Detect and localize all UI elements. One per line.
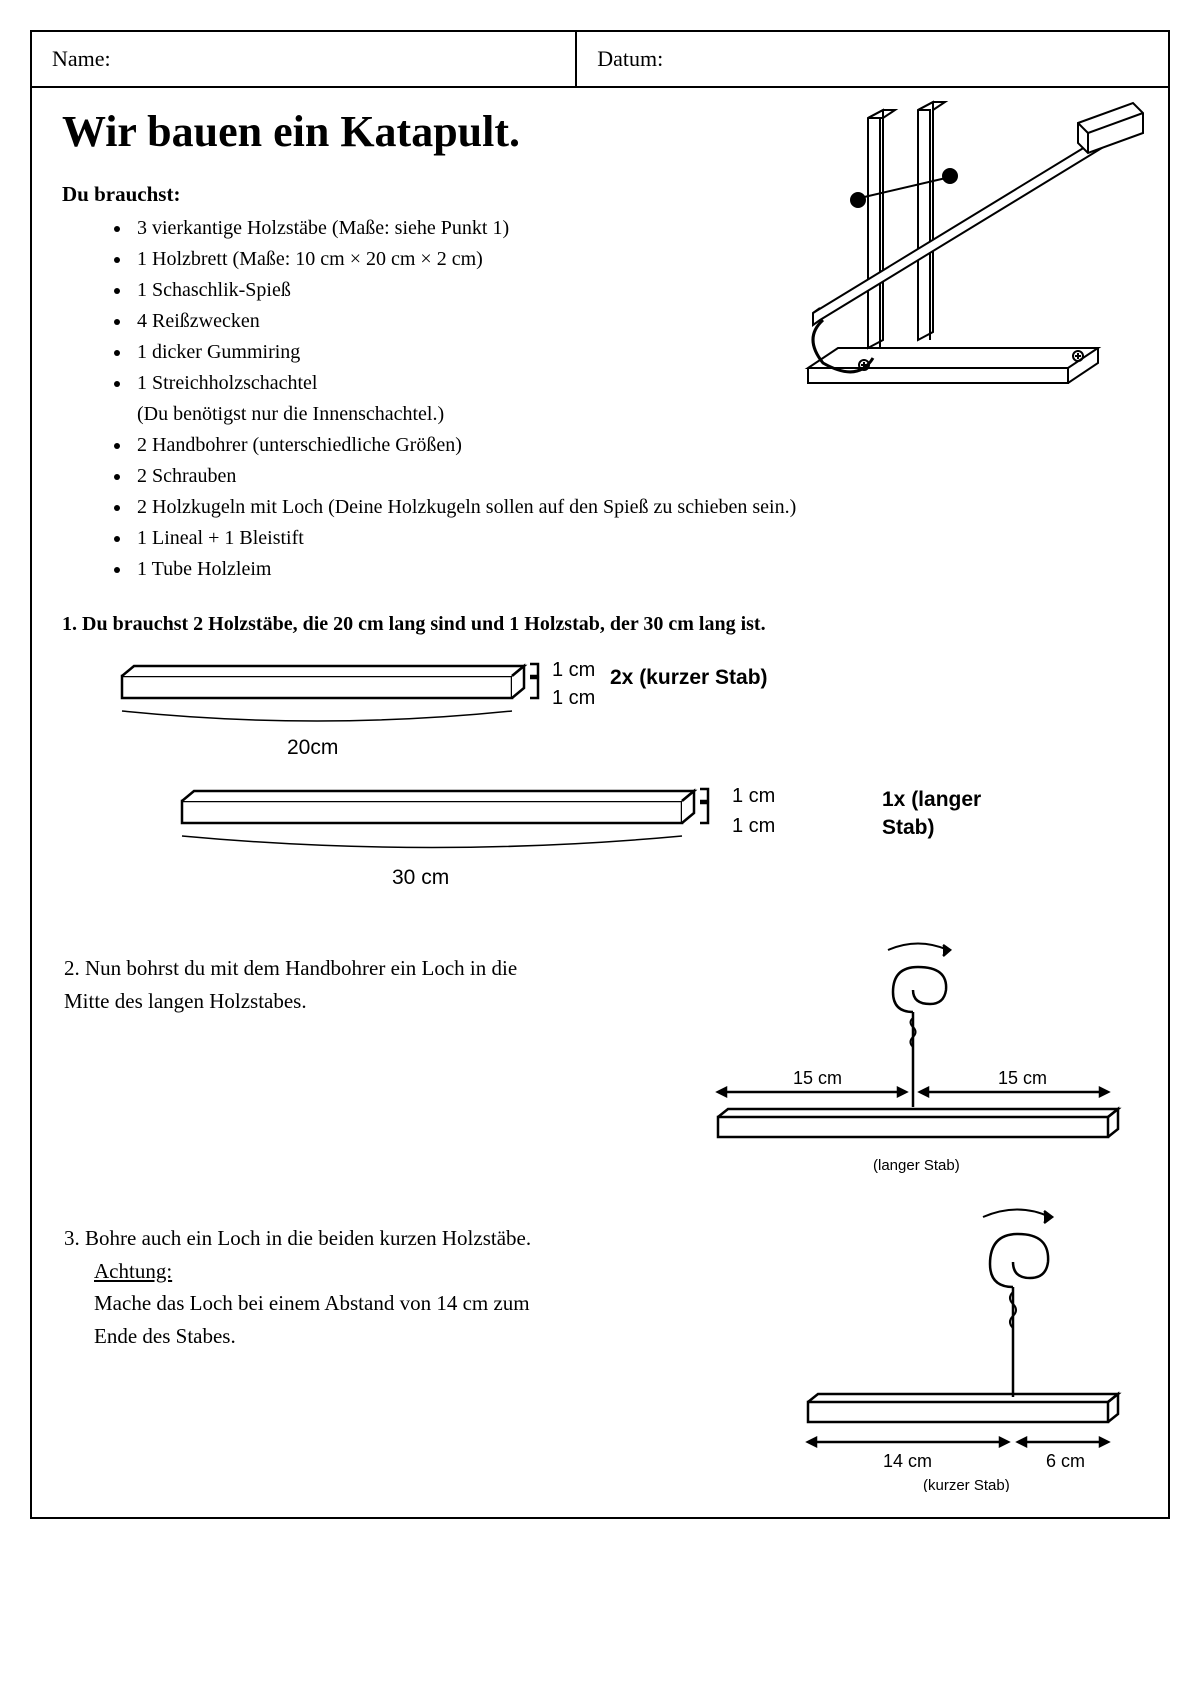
- svg-text:1x (langer: 1x (langer: [882, 788, 981, 811]
- svg-text:1 cm: 1 cm: [732, 815, 775, 837]
- dim-right: 6 cm: [1046, 1451, 1085, 1471]
- name-field: Name:: [32, 32, 577, 86]
- catapult-illustration: [768, 88, 1148, 398]
- step2-row: 2. Nun bohrst du mit dem Handbohrer ein …: [62, 922, 1138, 1182]
- step1-diagram: 1 cm 1 cm 2x (kurzer Stab) 20cm 1 cm 1 c…: [92, 656, 1138, 922]
- svg-text:30 cm: 30 cm: [392, 866, 449, 889]
- svg-text:1 cm: 1 cm: [732, 785, 775, 807]
- step3-warning: Achtung:: [94, 1259, 172, 1283]
- step3-line1: 3. Bohre auch ein Loch in die beiden kur…: [64, 1226, 531, 1250]
- step3-line3: Mache das Loch bei einem Abstand von 14 …: [64, 1291, 530, 1315]
- worksheet-page: Name: Datum:: [30, 30, 1170, 1519]
- step3-diagram: 14 cm 6 cm (kurzer Stab): [778, 1192, 1138, 1492]
- caption: (kurzer Stab): [923, 1477, 1010, 1492]
- content: Wir bauen ein Katapult. Du brauchst: 3 v…: [32, 88, 1168, 1517]
- date-label: Datum:: [597, 46, 663, 71]
- step2-lines: 2. Nun bohrst du mit dem Handbohrer ein …: [64, 956, 517, 1013]
- step3-row: 3. Bohre auch ein Loch in die beiden kur…: [62, 1192, 1138, 1492]
- step3-line4: Ende des Stabes.: [64, 1324, 236, 1348]
- dim-right: 15 cm: [998, 1068, 1047, 1088]
- date-field: Datum:: [577, 32, 1168, 86]
- dim-left: 14 cm: [883, 1451, 932, 1471]
- material-item: 2 Holzkugeln mit Loch (Deine Holzkugeln …: [132, 492, 1138, 523]
- step2-diagram: 15 cm 15 cm (langer Stab): [698, 922, 1138, 1182]
- svg-text:1 cm: 1 cm: [552, 687, 595, 709]
- dim-left: 15 cm: [793, 1068, 842, 1088]
- name-label: Name:: [52, 46, 111, 71]
- material-item: 2 Schrauben: [132, 461, 1138, 492]
- material-text: 1 Streichholzschachtel (Du benötigst nur…: [137, 372, 444, 425]
- step3-text: 3. Bohre auch ein Loch in die beiden kur…: [62, 1222, 748, 1352]
- svg-text:20cm: 20cm: [287, 736, 338, 759]
- svg-text:2x (kurzer Stab): 2x (kurzer Stab): [610, 666, 768, 689]
- step2-text: 2. Nun bohrst du mit dem Handbohrer ein …: [62, 952, 668, 1017]
- svg-text:Stab): Stab): [882, 816, 935, 839]
- svg-text:1 cm: 1 cm: [552, 659, 595, 681]
- caption: (langer Stab): [873, 1157, 960, 1174]
- material-item: 2 Handbohrer (unterschiedliche Größen): [132, 430, 1138, 461]
- material-item: 1 Tube Holzleim: [132, 554, 1138, 585]
- header-row: Name: Datum:: [32, 32, 1168, 88]
- step1-heading: 1. Du brauchst 2 Holzstäbe, die 20 cm la…: [62, 613, 1138, 636]
- material-item: 1 Lineal + 1 Bleistift: [132, 523, 1138, 554]
